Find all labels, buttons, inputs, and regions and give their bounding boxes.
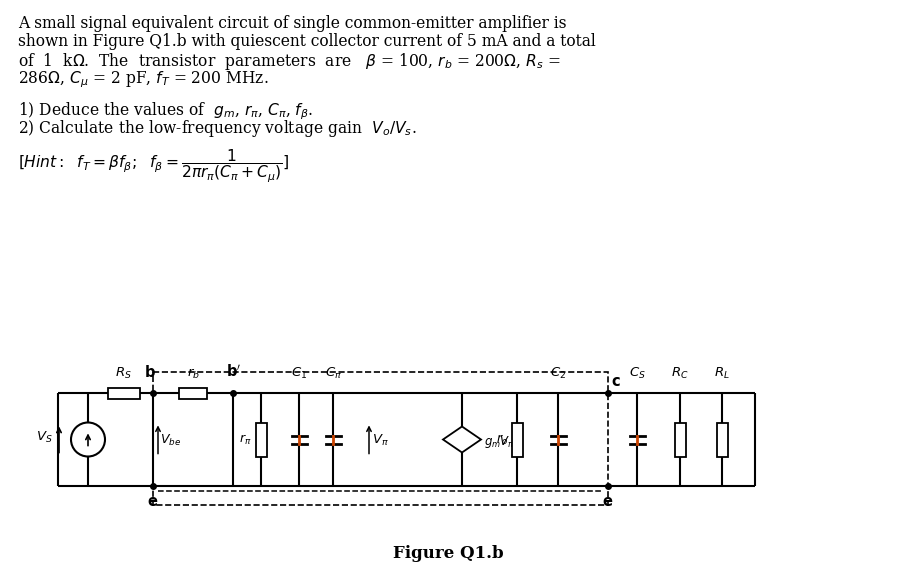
Bar	[108, 388, 140, 399]
Polygon shape	[443, 427, 481, 452]
Text: $R_S$: $R_S$	[115, 366, 132, 381]
Bar	[511, 423, 522, 456]
Bar	[675, 423, 685, 456]
Text: $\mathbf{b'}$: $\mathbf{b'}$	[226, 363, 241, 380]
Text: $C_\pi$: $C_\pi$	[325, 366, 342, 381]
Text: $V_S$: $V_S$	[37, 430, 53, 445]
Text: $\mathbf{e}$: $\mathbf{e}$	[603, 495, 614, 509]
Bar	[717, 423, 727, 456]
Text: shown in Figure Q1.b with quiescent collector current of 5 mA and a total: shown in Figure Q1.b with quiescent coll…	[18, 33, 596, 50]
Text: $[Hint:\ \ f_T = \beta f_\beta;\ \ f_\beta = \dfrac{1}{2\pi r_\pi (C_\pi + C_\mu: $[Hint:\ \ f_T = \beta f_\beta;\ \ f_\be…	[18, 148, 290, 186]
Text: 286$\Omega$, $C_\mu$ = 2 pF, $f_T$ = 200 MHz.: 286$\Omega$, $C_\mu$ = 2 pF, $f_T$ = 200…	[18, 69, 268, 90]
Text: $C_S$: $C_S$	[629, 366, 646, 381]
Text: $\mathbf{c}$: $\mathbf{c}$	[611, 375, 621, 389]
Text: $V_{be}$: $V_{be}$	[160, 433, 181, 448]
Text: 2) Calculate the low-frequency voltage gain  $V_o/V_s$.: 2) Calculate the low-frequency voltage g…	[18, 118, 416, 139]
Text: $\mathbf{e}$: $\mathbf{e}$	[147, 495, 159, 509]
Text: $g_m V_\pi$: $g_m V_\pi$	[484, 435, 515, 451]
Text: 1) Deduce the values of  $g_m$, $r_\pi$, $C_\pi$, $f_\beta$.: 1) Deduce the values of $g_m$, $r_\pi$, …	[18, 100, 313, 122]
Text: $\mathbf{b}$: $\mathbf{b}$	[144, 364, 156, 380]
Text: $V_\pi$: $V_\pi$	[372, 433, 388, 448]
Bar	[256, 423, 266, 456]
Text: $r_b$: $r_b$	[187, 367, 199, 381]
Text: $C_2$: $C_2$	[550, 366, 566, 381]
Text: Figure Q1.b: Figure Q1.b	[393, 545, 503, 561]
Text: of  1  k$\Omega$.  The  transistor  parameters  are   $\beta$ = 100, $r_b$ = 200: of 1 k$\Omega$. The transistor parameter…	[18, 51, 561, 72]
Text: A small signal equivalent circuit of single common-emitter amplifier is: A small signal equivalent circuit of sin…	[18, 15, 567, 32]
Text: $R_C$: $R_C$	[671, 366, 689, 381]
Text: $r_\pi$: $r_\pi$	[239, 432, 252, 447]
Text: $r_o$: $r_o$	[496, 432, 508, 447]
Bar	[153, 372, 608, 505]
Text: $C_1$: $C_1$	[291, 366, 307, 381]
Bar	[179, 388, 207, 399]
Text: $R_L$: $R_L$	[714, 366, 730, 381]
